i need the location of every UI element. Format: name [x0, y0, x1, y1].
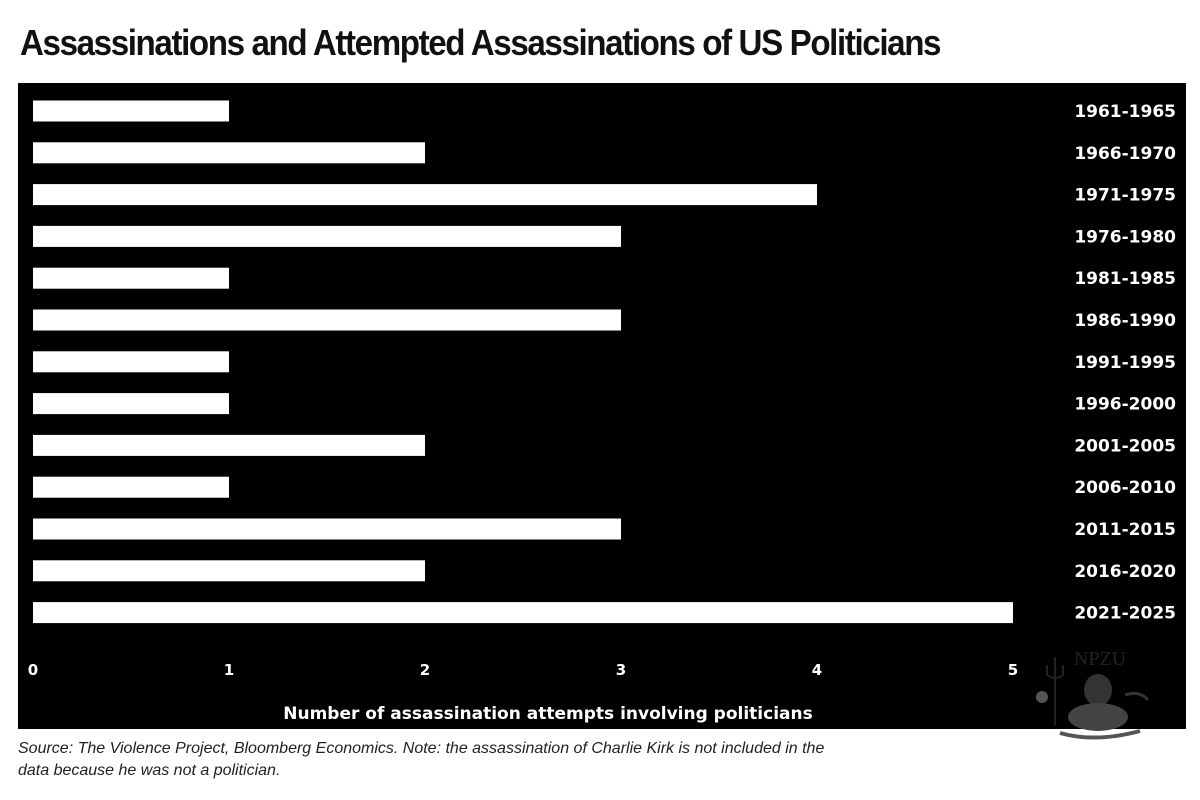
watermark-logo: NPZU: [1036, 648, 1150, 740]
bar-1991-1995: [33, 351, 229, 373]
category-label: 2011-2015: [1074, 520, 1176, 540]
category-label: 1991-1995: [1074, 353, 1176, 373]
category-label: 1971-1975: [1074, 186, 1176, 206]
bar-2001-2005: [33, 434, 425, 456]
x-axis-ticks: 0 1 2 3 4 5: [28, 661, 1018, 679]
bar-2006-2010: [33, 476, 229, 498]
bar-1996-2000: [33, 393, 229, 415]
bar-2011-2015: [33, 518, 621, 540]
bar-2021-2025: [33, 602, 1013, 624]
category-label: 1996-2000: [1074, 395, 1176, 415]
category-label: 1961-1965: [1074, 102, 1176, 122]
bar-1961-1965: [33, 100, 229, 122]
x-tick-label: 3: [616, 661, 626, 679]
category-label: 2006-2010: [1074, 478, 1176, 498]
bar-1976-1980: [33, 225, 621, 247]
chart-panel: 1961-1965 1966-1970 1971-1975 1976-1980 1981…: [18, 83, 1186, 729]
chart-title: Assassinations and Attempted Assassinati…: [20, 22, 941, 63]
bar-chart: 1961-1965 1966-1970 1971-1975 1976-1980 1981…: [28, 100, 1176, 724]
x-tick-label: 1: [224, 661, 234, 679]
category-label: 1966-1970: [1074, 144, 1176, 164]
x-tick-label: 2: [420, 661, 430, 679]
category-label: 1986-1990: [1074, 311, 1176, 331]
x-tick-label: 5: [1008, 661, 1018, 679]
category-label: 2016-2020: [1074, 562, 1176, 582]
x-tick-label: 4: [812, 661, 822, 679]
category-labels: 1961-1965 1966-1970 1971-1975 1976-1980 1981…: [1074, 102, 1176, 624]
category-label: 2021-2025: [1074, 604, 1176, 624]
bars-group: [33, 100, 1013, 624]
figure-icon: [1036, 674, 1150, 740]
category-label: 1981-1985: [1074, 269, 1176, 289]
trident-icon: [1046, 657, 1064, 725]
bar-1971-1975: [33, 184, 817, 206]
bar-1986-1990: [33, 309, 621, 331]
bar-1966-1970: [33, 142, 425, 164]
source-note: Source: The Violence Project, Bloomberg …: [18, 740, 825, 779]
bar-2016-2020: [33, 560, 425, 582]
x-axis-title: Number of assassination attempts involvi…: [283, 704, 812, 724]
category-label: 1976-1980: [1074, 227, 1176, 247]
category-label: 2001-2005: [1074, 436, 1176, 456]
watermark-text: NPZU: [1074, 648, 1127, 670]
bar-1981-1985: [33, 267, 229, 289]
x-tick-label: 0: [28, 661, 38, 679]
